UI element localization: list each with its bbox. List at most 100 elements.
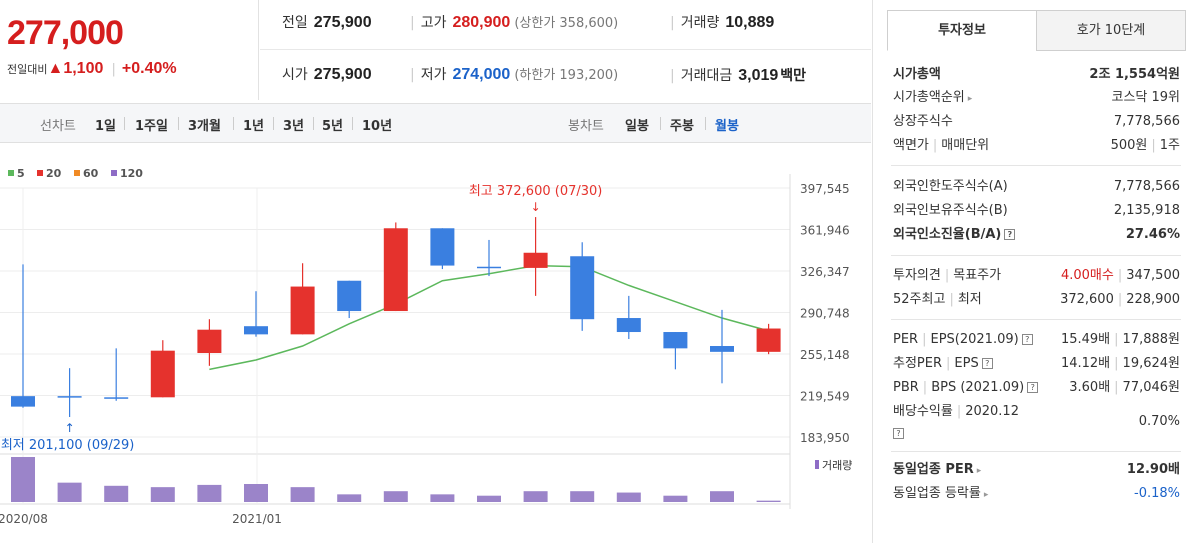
volume-bar <box>477 495 501 502</box>
high-price: 280,900 <box>452 14 511 31</box>
quote-row-1: 전일 275,900 | 고가 280,900 (상한가 358,600) | 거래량 10… <box>260 0 871 50</box>
volume-bar <box>383 491 408 502</box>
chart-legend: 5 20 60 120 <box>8 167 143 180</box>
candle-body <box>104 397 129 399</box>
quote-row-2: 시가 275,900 | 저가 274,000 (하한가 193,200) | 거래대금 3… <box>282 66 807 84</box>
legend-label-5: 5 <box>17 167 25 180</box>
high-label: 고가 <box>420 15 447 31</box>
pbr-value: 3.60배 <box>1069 380 1111 395</box>
cap-rank-row[interactable]: 시가총액순위 ▸ 코스닥 19위 <box>893 87 1180 109</box>
period-1day[interactable]: 1일 <box>95 119 117 134</box>
candle-body <box>663 332 688 349</box>
unit-label: 매매단위 <box>941 138 990 153</box>
legend-label-120: 120 <box>120 167 143 180</box>
pbr-label: PBR <box>893 380 919 395</box>
tab-invest-info[interactable]: 투자정보 <box>887 10 1037 51</box>
help-icon[interactable]: ? <box>1027 382 1039 393</box>
candle-daily[interactable]: 일봉 <box>625 119 649 134</box>
per-label: PER <box>893 332 919 347</box>
period-3year[interactable]: 3년 <box>283 119 305 134</box>
help-icon[interactable]: ? <box>1021 334 1033 345</box>
prev-close-label: 전일 <box>282 15 308 31</box>
shares: 7,778,566 <box>1113 114 1180 129</box>
y-tick-label: 183,950 <box>800 431 850 445</box>
y-tick-label: 361,946 <box>800 223 850 237</box>
high-annotation: 최고 372,600 (07/30) <box>469 184 603 199</box>
help-icon[interactable]: ? <box>1004 229 1016 240</box>
legend-swatch-60 <box>74 170 80 176</box>
candle-body <box>710 346 734 352</box>
candle-monthly[interactable]: 월봉 <box>715 119 739 134</box>
foreign-limit: 7,778,566 <box>1113 179 1180 194</box>
volume-bar <box>710 491 734 502</box>
y-tick-label: 255,148 <box>800 348 850 362</box>
low-arrow-icon: ↑ <box>65 421 75 435</box>
candle-body <box>616 318 641 333</box>
market-cap-label: 시가총액 <box>893 67 941 82</box>
period-1year[interactable]: 1년 <box>243 119 265 134</box>
foreign-hold-label: 외국인보유주식수(B) <box>893 203 1008 218</box>
candle-weekly[interactable]: 주봉 <box>670 119 694 134</box>
period-3month[interactable]: 3개월 <box>188 119 221 134</box>
volume-bar <box>104 485 129 502</box>
y-axis-labels: 183,950 219,549 255,148 290,748 326,347 361,9… <box>800 182 850 445</box>
amount-unit: 백만 <box>780 67 807 83</box>
volume-legend-swatch <box>815 460 819 469</box>
ind-rate-label: 동일업종 등락률 <box>893 486 981 501</box>
ind-rate-row[interactable]: 동일업종 등락률 ▸ -0.18% <box>893 483 1180 505</box>
period-10year[interactable]: 10년 <box>362 119 393 134</box>
period-1week[interactable]: 1주일 <box>135 119 168 134</box>
volume-bar <box>337 494 362 502</box>
high-arrow-icon: ↓ <box>531 200 541 214</box>
div-value: 0.70% <box>1138 414 1180 429</box>
lower-limit: (하한가 193,200) <box>514 68 619 83</box>
change-label: 전일대비 <box>7 63 48 76</box>
bps-value: 77,046원 <box>1122 380 1180 395</box>
w52-high-label: 52주최고 <box>893 292 946 307</box>
help-icon[interactable]: ? <box>981 358 993 369</box>
volume-bar <box>570 491 595 502</box>
volume-bar <box>523 491 548 502</box>
volume-bar <box>430 494 455 502</box>
open-label: 시가 <box>282 67 308 83</box>
volume: 10,889 <box>725 14 775 31</box>
foreign-ratio-label: 외국인소진율(B/A) <box>893 227 1002 242</box>
x-axis-labels: 2020/08 2021/01 <box>0 512 282 526</box>
change-pct: +0.40% <box>121 60 177 77</box>
eps-label: EPS(2021.09) <box>930 332 1019 347</box>
tab-orderbook[interactable]: 호가 10단계 <box>1036 10 1186 51</box>
current-price: 277,000 <box>7 14 124 52</box>
target-label: 목표주가 <box>953 268 1002 283</box>
y-tick-label: 290,748 <box>800 306 850 320</box>
legend-swatch-120 <box>111 170 117 176</box>
volume-bar <box>150 487 175 502</box>
opinion-label: 투자의견 <box>893 268 941 283</box>
low-annotation: 최저 201,100 (09/29) <box>1 438 135 453</box>
low-price: 274,000 <box>452 66 511 83</box>
foreign-limit-label: 외국인한도주식수(A) <box>893 179 1008 194</box>
ind-per-row[interactable]: 동일업종 PER ▸ 12.90배 <box>893 459 1180 481</box>
volume-bar <box>244 484 268 502</box>
help-icon[interactable]: ? <box>893 428 904 439</box>
line-chart-label: 선차트 <box>40 119 76 134</box>
candle-body <box>523 252 548 268</box>
candlestick-chart: 5 20 60 120 183,950 219,549 255,148 290,748 326… <box>0 167 852 526</box>
cap-rank: 코스닥 19위 <box>1111 90 1180 105</box>
w52-high: 372,600 <box>1060 292 1114 307</box>
candles-group <box>11 217 781 418</box>
chevron-right-icon: ▸ <box>976 466 982 476</box>
ind-per-label: 동일업종 PER <box>893 462 974 477</box>
par-label: 액면가 <box>893 138 929 153</box>
div-label: 배당수익률 <box>893 404 953 419</box>
eps-value: 17,888원 <box>1122 332 1180 347</box>
est-eps-label: EPS <box>954 356 979 371</box>
upper-limit: (상한가 358,600) <box>514 16 619 31</box>
volume-bar <box>57 482 82 502</box>
open-price: 275,900 <box>313 66 372 83</box>
market-cap: 2조 1,554억원 <box>1089 67 1180 82</box>
up-arrow-icon: ▲ <box>47 60 64 77</box>
candle-body <box>477 266 501 269</box>
volume-bar <box>11 457 35 502</box>
candle-chart-label: 봉차트 <box>568 119 604 134</box>
period-5year[interactable]: 5년 <box>322 119 344 134</box>
